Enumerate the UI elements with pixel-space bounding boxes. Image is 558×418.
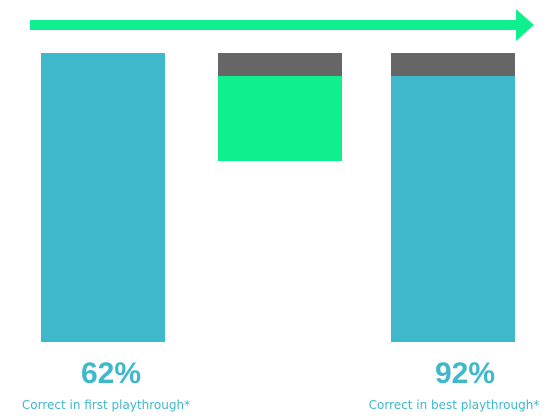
best-playthrough-percent: 92% [434,357,496,390]
progress-arrow [30,9,534,41]
bar-2 [391,76,515,342]
bar-0 [41,53,165,342]
first-playthrough-caption: Correct in first playthrough* [21,398,191,412]
first-playthrough-percent: 62% [80,357,142,390]
bars [41,53,515,342]
arrow-head [516,9,534,41]
bar-1 [218,76,342,161]
bar-2-cap [391,53,515,76]
bar-1-cap [218,53,342,76]
arrow-shaft [30,20,518,30]
best-playthrough-caption: Correct in best playthrough* [368,398,540,412]
